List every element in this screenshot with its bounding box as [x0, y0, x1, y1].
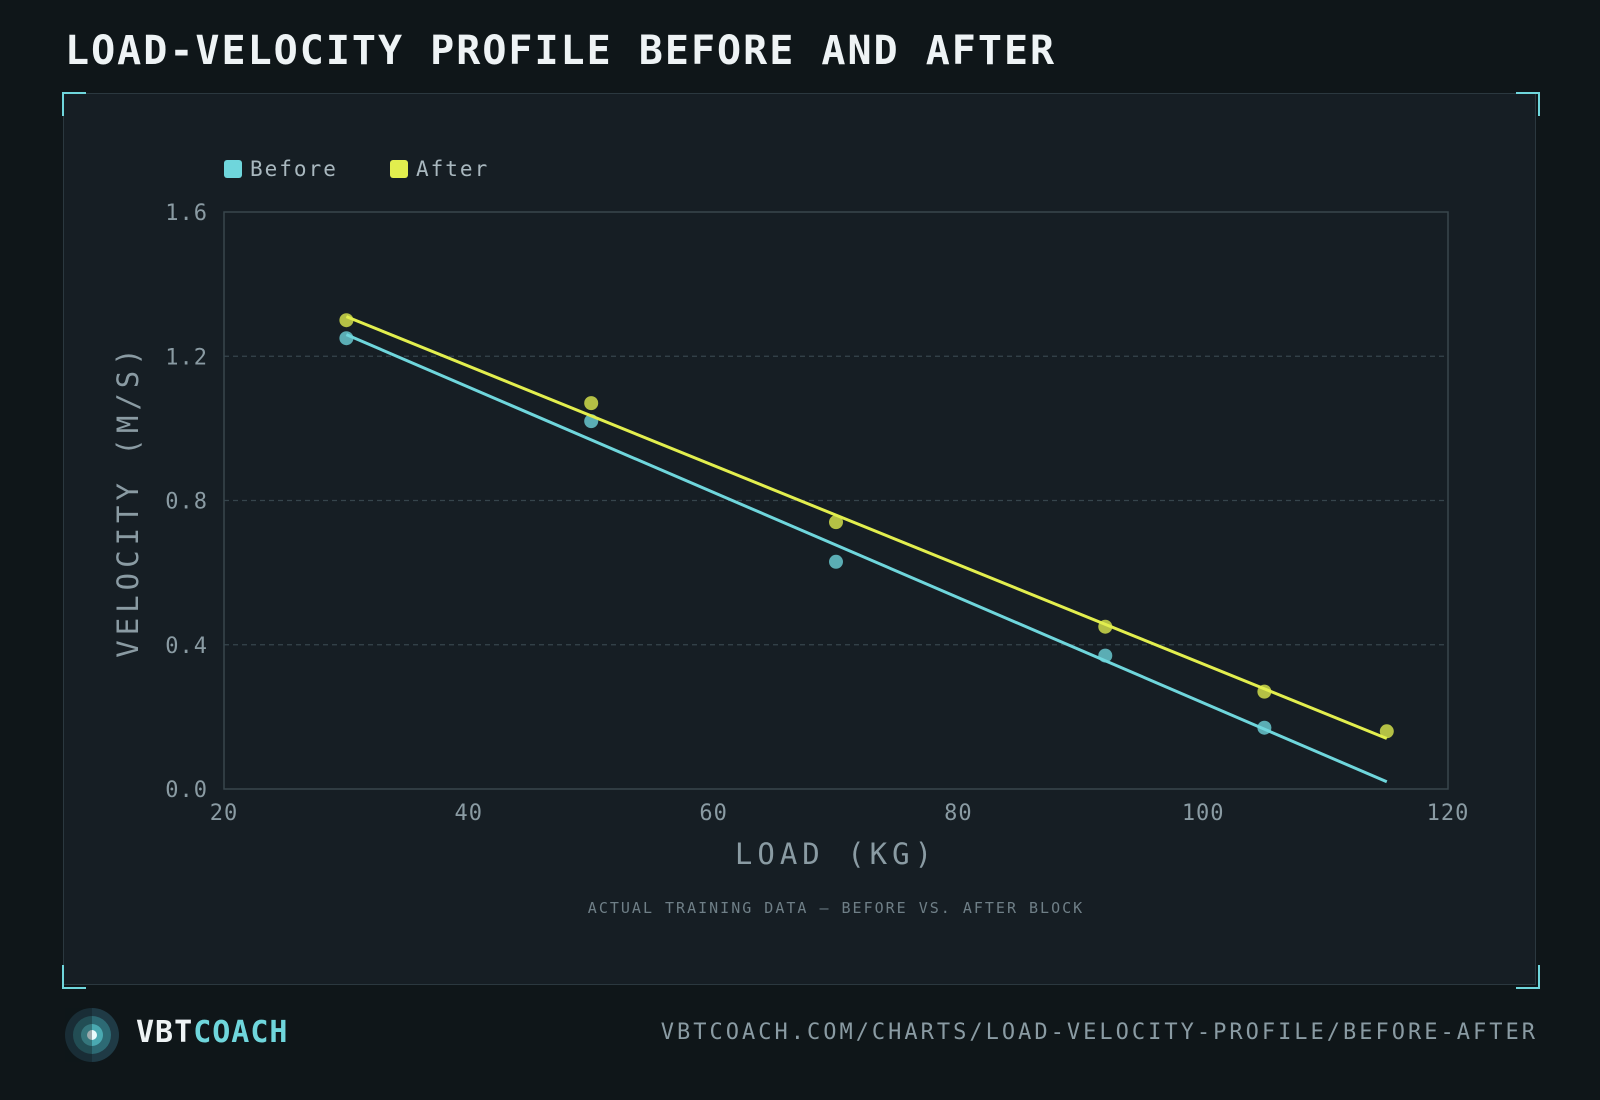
x-tick-label: 100 [1182, 801, 1225, 826]
panel-corner-top-left [62, 92, 86, 116]
x-tick-label: 80 [944, 801, 973, 826]
data-point-after [584, 396, 599, 411]
x-axis-label: LOAD (KG) [735, 837, 937, 871]
data-point-after [1098, 619, 1113, 634]
panel-corner-bottom-right [1516, 965, 1540, 989]
data-point-before [1098, 648, 1113, 663]
y-tick-label: 0.4 [165, 634, 208, 659]
legend-label-before: Before [250, 157, 338, 181]
data-point-before [829, 554, 843, 569]
y-tick-label: 0.8 [165, 490, 208, 515]
y-tick-label: 1.2 [165, 345, 208, 370]
brand-part-1: VBT [136, 1015, 194, 1050]
chart-annotation: ACTUAL TRAINING DATA — BEFORE VS. AFTER … [588, 899, 1084, 917]
chart-panel [63, 93, 1536, 985]
data-point-before [339, 331, 354, 346]
legend-swatch-after [390, 160, 408, 178]
brand-part-2: COACH [193, 1015, 289, 1050]
x-tick-label: 40 [455, 801, 484, 826]
data-point-after [1257, 684, 1272, 699]
fit-line-after [345, 315, 1388, 740]
data-point-after [1379, 724, 1394, 739]
x-tick-label: 20 [210, 801, 239, 826]
data-point-after [829, 515, 843, 530]
legend-label-after: After [416, 157, 489, 181]
y-tick-label: 0.0 [165, 778, 208, 803]
x-tick-label: 60 [699, 801, 728, 826]
chart-url: VBTCOACH.COM/CHARTS/LOAD-VELOCITY-PROFIL… [660, 1020, 1538, 1045]
y-axis-label: VELOCITY (M/S) [111, 343, 145, 657]
x-tick-label: 120 [1427, 801, 1470, 826]
fit-line-before [345, 333, 1388, 784]
y-tick-label: 1.6 [165, 201, 208, 226]
legend-swatch-before [224, 160, 242, 178]
panel-corner-top-right [1516, 92, 1540, 116]
data-point-before [1257, 720, 1272, 735]
data-point-after [339, 313, 354, 328]
brand-name: VBTCOACH [136, 1015, 289, 1050]
panel-corner-bottom-left [62, 965, 86, 989]
page-title: LOAD-VELOCITY PROFILE BEFORE AND AFTER [65, 28, 1057, 74]
vbtcoach-logo-icon [65, 1008, 119, 1062]
